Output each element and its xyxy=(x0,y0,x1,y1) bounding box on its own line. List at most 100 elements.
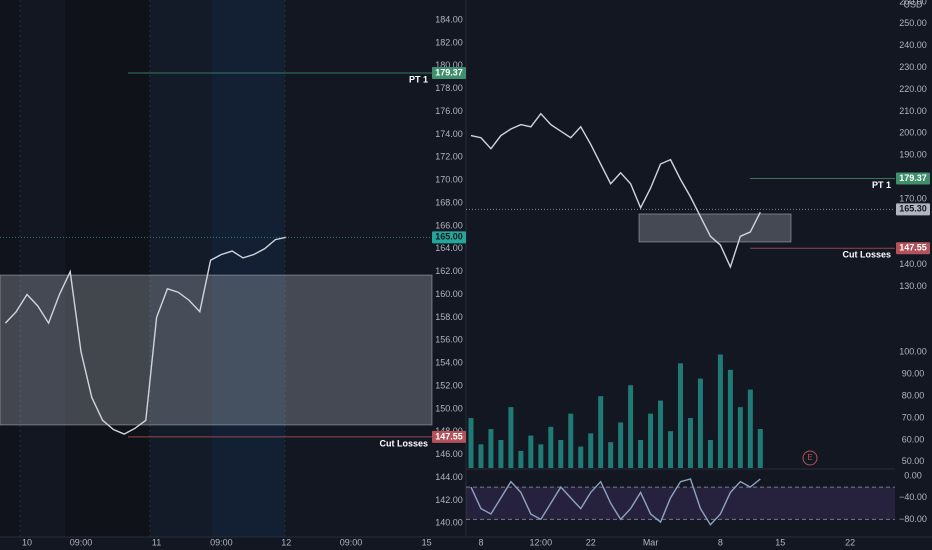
zone xyxy=(638,213,792,243)
level-name: Cut Losses xyxy=(379,438,428,448)
y-tick-label: 168.00 xyxy=(435,197,463,207)
zone xyxy=(0,274,433,426)
volume-bar xyxy=(757,429,763,468)
volume-bar xyxy=(668,431,674,468)
x-tick-label: Mar xyxy=(643,537,659,547)
y-tick-label: 130.00 xyxy=(899,281,927,291)
y-tick-label: 140.00 xyxy=(435,518,463,528)
axis-area xyxy=(432,0,466,550)
volume-bar xyxy=(618,422,624,468)
level-name: Cut Losses xyxy=(842,250,891,260)
y-tick-label: 260.00 xyxy=(899,0,927,6)
y-tick-label: 220.00 xyxy=(899,84,927,94)
y-tick-label: 230.00 xyxy=(899,62,927,72)
session-band xyxy=(212,0,285,537)
volume-bar xyxy=(588,433,594,468)
y-tick-label: 240.00 xyxy=(899,40,927,50)
volume-bar xyxy=(528,435,534,468)
volume-bar xyxy=(687,418,693,468)
price-badge-label: 179.37 xyxy=(899,173,927,183)
y-tick-label: 200.00 xyxy=(899,128,927,138)
y-tick-label: 164.00 xyxy=(435,243,463,253)
volume-bar xyxy=(468,418,474,468)
y-tick-label: 180.00 xyxy=(435,60,463,70)
y-tick-label: 154.00 xyxy=(435,358,463,368)
volume-bar xyxy=(558,439,564,468)
volume-bar xyxy=(598,396,604,468)
price-badge-label: 147.55 xyxy=(435,431,463,441)
x-tick-label: 15 xyxy=(775,537,785,547)
volume-bar xyxy=(538,444,544,468)
y-tick-label: 50.00 xyxy=(902,456,925,466)
y-tick-label: −40.00 xyxy=(899,492,927,502)
session-band xyxy=(65,0,150,537)
volume-bar xyxy=(717,354,723,468)
y-tick-label: 190.00 xyxy=(899,150,927,160)
x-tick-label: 10 xyxy=(22,537,32,547)
x-tick-label: 11 xyxy=(152,537,161,547)
price-line xyxy=(4,236,287,435)
volume-bar xyxy=(488,429,494,468)
x-tick-label: 8 xyxy=(718,537,723,547)
x-tick-label: 09:00 xyxy=(70,537,93,547)
y-tick-label: 142.00 xyxy=(435,495,463,505)
y-tick-label: −80.00 xyxy=(899,514,927,524)
volume-bar xyxy=(508,407,514,468)
y-tick-label: 250.00 xyxy=(899,18,927,28)
volume-bar xyxy=(678,363,683,468)
price-badge-label: 179.37 xyxy=(435,67,463,77)
session-band xyxy=(150,0,212,537)
y-tick-label: 140.00 xyxy=(899,259,927,269)
volume-bar xyxy=(697,378,703,468)
y-tick-label: 210.00 xyxy=(899,106,927,116)
y-tick-label: 152.00 xyxy=(435,380,463,390)
y-tick-label: 80.00 xyxy=(902,391,925,401)
y-tick-label: 100.00 xyxy=(899,347,927,357)
price-badge xyxy=(432,231,466,244)
price-badge xyxy=(896,172,930,185)
x-tick-label: 8 xyxy=(478,537,483,547)
x-tick-label: 22 xyxy=(586,537,596,547)
x-tick-label: 09:00 xyxy=(210,537,233,547)
volume-bar xyxy=(578,446,584,468)
volume-bar xyxy=(638,439,644,468)
x-tick-label: 22 xyxy=(845,537,855,547)
volume-bar xyxy=(727,369,733,468)
price-badge-label: 165.30 xyxy=(899,204,927,214)
x-tick-label: 09:00 xyxy=(340,537,363,547)
y-tick-label: 160.00 xyxy=(435,289,463,299)
y-tick-label: 170.00 xyxy=(899,193,927,203)
volume-bar xyxy=(518,450,524,468)
y-tick-label: 184.00 xyxy=(435,14,463,24)
y-tick-label: 182.00 xyxy=(435,37,463,47)
volume-bar xyxy=(737,407,743,468)
price-badge-label: 165.00 xyxy=(435,232,463,242)
y-tick-label: 166.00 xyxy=(435,220,463,230)
volume-bar xyxy=(658,400,664,468)
volume-bar xyxy=(608,442,614,468)
y-tick-label: 176.00 xyxy=(435,106,463,116)
earnings-marker xyxy=(802,450,818,466)
x-tick-label: 12:00 xyxy=(530,537,553,547)
y-tick-label: 146.00 xyxy=(435,449,463,459)
level-name: PT 1 xyxy=(872,180,891,190)
y-tick-label: 150.00 xyxy=(435,403,463,413)
y-tick-label: 156.00 xyxy=(435,335,463,345)
band xyxy=(466,487,895,520)
volume-bar xyxy=(478,444,484,468)
y-tick-label: 162.00 xyxy=(435,266,463,276)
x-tick-label: 15 xyxy=(422,537,432,547)
y-tick-label: 170.00 xyxy=(435,175,463,185)
volume-bar xyxy=(747,389,753,468)
y-tick-label: 0.00 xyxy=(904,471,922,481)
price-line xyxy=(470,112,761,269)
level-name: PT 1 xyxy=(409,74,428,84)
price-line xyxy=(470,478,761,526)
volume-bar xyxy=(648,413,654,468)
price-badge xyxy=(896,203,930,216)
earnings-label: E xyxy=(807,453,812,462)
price-badge-label: 147.55 xyxy=(899,243,927,253)
y-tick-label: 158.00 xyxy=(435,312,463,322)
